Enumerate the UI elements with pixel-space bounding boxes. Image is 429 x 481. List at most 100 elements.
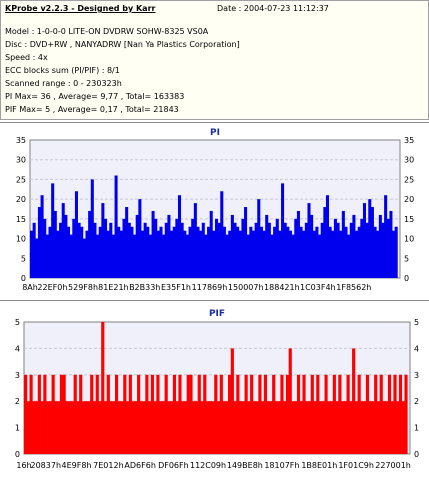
data-bar bbox=[310, 214, 314, 278]
data-bar bbox=[250, 374, 254, 454]
data-bar bbox=[374, 374, 378, 454]
y-tick-label-right: 3 bbox=[414, 371, 419, 380]
data-bar bbox=[167, 401, 171, 454]
data-bar bbox=[252, 401, 256, 454]
data-bar bbox=[230, 348, 234, 454]
data-bar bbox=[346, 374, 350, 454]
data-bar bbox=[349, 401, 353, 454]
data-bar bbox=[151, 210, 155, 278]
data-bar bbox=[233, 222, 237, 278]
data-bar bbox=[197, 374, 201, 454]
data-bar bbox=[291, 234, 295, 278]
data-bar bbox=[172, 226, 176, 278]
data-bar bbox=[185, 234, 189, 278]
data-bar bbox=[239, 401, 243, 454]
x-tick-label: 20837h bbox=[31, 461, 62, 470]
data-bar bbox=[247, 401, 251, 454]
data-bar bbox=[352, 214, 356, 278]
data-bar bbox=[347, 234, 351, 278]
data-bar bbox=[143, 222, 147, 278]
data-bar bbox=[267, 222, 271, 278]
y-tick-label-right: 10 bbox=[404, 235, 414, 244]
data-bar bbox=[138, 199, 142, 278]
data-bar bbox=[125, 207, 129, 278]
x-tick-label: 149BE8h bbox=[227, 461, 263, 470]
data-bar bbox=[236, 226, 240, 278]
data-bar bbox=[54, 401, 58, 454]
data-bar bbox=[220, 191, 224, 278]
data-bar bbox=[307, 401, 312, 454]
data-bar bbox=[183, 230, 187, 278]
data-bar bbox=[193, 203, 197, 278]
data-bar bbox=[139, 401, 143, 454]
data-bar bbox=[135, 214, 139, 278]
data-bar bbox=[336, 222, 340, 278]
data-bar bbox=[280, 374, 284, 454]
data-bar bbox=[196, 226, 200, 278]
data-bar bbox=[327, 401, 331, 454]
data-bar bbox=[81, 401, 86, 454]
x-tick-label: E35F1h bbox=[161, 283, 191, 292]
y-tick-label-right: 4 bbox=[414, 344, 419, 353]
data-bar bbox=[304, 222, 308, 278]
data-bar bbox=[302, 374, 306, 454]
data-bar bbox=[119, 230, 123, 278]
data-bar bbox=[84, 401, 88, 454]
data-bar bbox=[140, 230, 145, 278]
data-bar bbox=[278, 230, 282, 278]
data-bar bbox=[385, 401, 389, 454]
data-bar bbox=[387, 374, 392, 454]
data-bar bbox=[194, 401, 199, 454]
data-bar bbox=[178, 374, 182, 454]
y-tick-label-right: 15 bbox=[404, 215, 414, 224]
data-bar bbox=[207, 226, 211, 278]
data-bar bbox=[266, 401, 270, 454]
y-tick-label-left: 15 bbox=[16, 215, 26, 224]
data-bar bbox=[269, 401, 273, 454]
data-bar bbox=[29, 374, 33, 454]
data-bar bbox=[219, 374, 223, 454]
data-bar bbox=[246, 234, 250, 278]
data-bar bbox=[302, 230, 306, 278]
data-bar bbox=[90, 179, 94, 278]
chart-title: PI bbox=[210, 128, 220, 138]
data-bar bbox=[376, 230, 380, 278]
data-bar bbox=[146, 226, 150, 278]
data-bar bbox=[145, 374, 149, 454]
data-bar bbox=[249, 226, 253, 278]
data-bar bbox=[318, 401, 323, 454]
pi-chart: PI 0 0 5 5 10 10 15 15 20 20 25 25 30 30 35 35 8Ah 22EF0h 5… bbox=[16, 128, 414, 292]
data-bar bbox=[79, 374, 83, 454]
data-bar bbox=[288, 348, 292, 454]
data-bar bbox=[291, 401, 295, 454]
data-bar bbox=[393, 374, 397, 454]
data-bar bbox=[35, 238, 39, 278]
data-bar bbox=[307, 203, 311, 278]
data-bar bbox=[101, 322, 105, 454]
data-bar bbox=[352, 348, 356, 454]
data-bar bbox=[225, 234, 229, 278]
data-bar bbox=[214, 218, 219, 278]
data-bar bbox=[343, 401, 347, 454]
data-bar bbox=[270, 234, 274, 278]
data-bar bbox=[51, 374, 55, 454]
data-bar bbox=[177, 195, 182, 278]
data-bar bbox=[323, 207, 327, 278]
data-bar bbox=[175, 218, 179, 278]
data-bar bbox=[103, 401, 108, 454]
data-bar bbox=[371, 401, 375, 454]
data-bar bbox=[127, 222, 131, 278]
data-bar bbox=[394, 226, 398, 278]
data-bar bbox=[103, 218, 108, 278]
data-bar bbox=[204, 234, 208, 278]
pif-chart-panel: PIF 0 0 1 1 2 2 3 3 4 4 5 5 16h 20837h 4E9F8h 7E012h AD6F… bbox=[0, 302, 429, 477]
scan-date: Date : 2004-07-23 11:12:37 bbox=[217, 4, 329, 13]
y-tick-label-left: 20 bbox=[16, 195, 26, 204]
data-bar bbox=[363, 401, 367, 454]
data-bar bbox=[123, 374, 127, 454]
data-bar bbox=[170, 230, 174, 278]
y-tick-label-left: 3 bbox=[15, 371, 20, 380]
data-bar bbox=[216, 401, 221, 454]
data-bar bbox=[211, 401, 215, 454]
y-tick-label-left: 1 bbox=[15, 424, 20, 433]
